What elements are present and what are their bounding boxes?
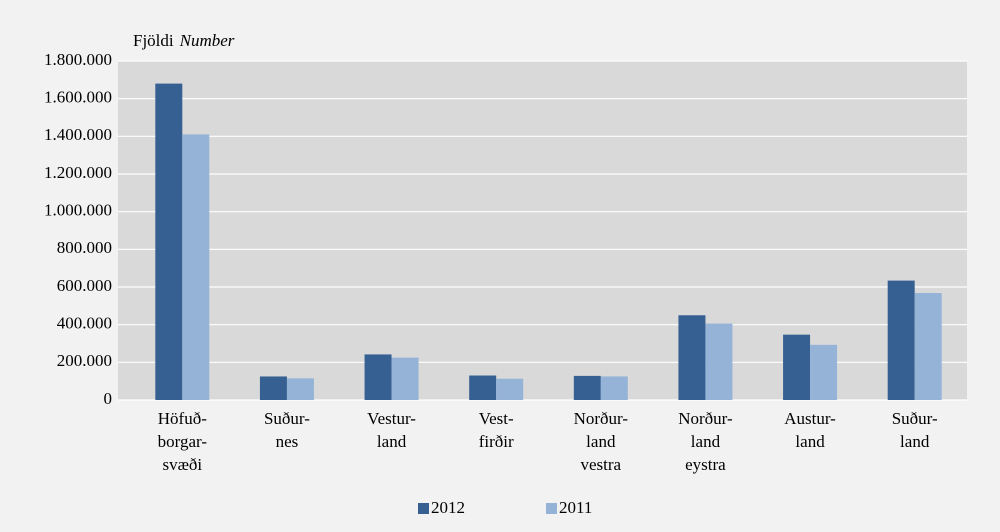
legend-label: 2012 <box>431 498 465 517</box>
x-tick-label: Höfuð- <box>158 409 207 428</box>
y-tick-label: 1.400.000 <box>44 125 112 144</box>
y-tick-label: 1.600.000 <box>44 88 112 107</box>
x-tick-label: Vestur- <box>367 409 416 428</box>
bar <box>391 357 419 400</box>
y-tick-label: 1.800.000 <box>44 50 112 69</box>
y-tick-label: 600.000 <box>57 276 112 295</box>
y-tick-label: 200.000 <box>57 351 112 370</box>
x-tick-label: vestra <box>581 455 622 474</box>
x-tick-label: firðir <box>479 432 514 451</box>
x-tick-label: Suður- <box>892 409 938 428</box>
y-tick-label: 1.200.000 <box>44 163 112 182</box>
x-tick-label: eystra <box>685 455 726 474</box>
bar <box>182 134 210 400</box>
bar <box>155 83 183 400</box>
x-tick-label: land <box>900 432 930 451</box>
y-tick-label: 0 <box>104 389 113 408</box>
x-tick-label: land <box>795 432 825 451</box>
bar <box>887 280 915 400</box>
legend-label: 2011 <box>559 498 592 517</box>
x-tick-label: Vest- <box>479 409 514 428</box>
bar <box>259 376 287 400</box>
x-tick-label: Norður- <box>574 409 629 428</box>
x-tick-label: Suður- <box>264 409 310 428</box>
x-tick-label: Austur- <box>784 409 836 428</box>
bar <box>573 375 601 400</box>
y-tick-label: 800.000 <box>57 238 112 257</box>
bar <box>705 323 733 400</box>
legend-swatch <box>546 503 557 514</box>
legend-swatch <box>418 503 429 514</box>
y-tick-label: 1.000.000 <box>44 201 112 220</box>
x-tick-label: svæði <box>162 455 202 474</box>
y-axis-label: Fjöldi Number <box>133 31 235 50</box>
bar <box>364 354 392 400</box>
plot-area <box>118 61 967 400</box>
bar <box>783 334 811 400</box>
y-axis-label-is: Fjöldi <box>133 31 174 50</box>
bar <box>810 344 838 400</box>
bar <box>600 376 628 400</box>
bar <box>496 378 524 400</box>
x-tick-label: land <box>691 432 721 451</box>
bar <box>914 293 942 400</box>
x-tick-label: nes <box>276 432 299 451</box>
bar <box>678 315 706 400</box>
bar <box>469 375 497 400</box>
bar <box>286 378 314 400</box>
y-tick-label: 400.000 <box>57 314 112 333</box>
x-tick-label: land <box>586 432 616 451</box>
y-axis-label-en: Number <box>179 31 235 50</box>
x-tick-label: borgar- <box>158 432 208 451</box>
x-tick-label: land <box>377 432 407 451</box>
x-tick-label: Norður- <box>678 409 733 428</box>
